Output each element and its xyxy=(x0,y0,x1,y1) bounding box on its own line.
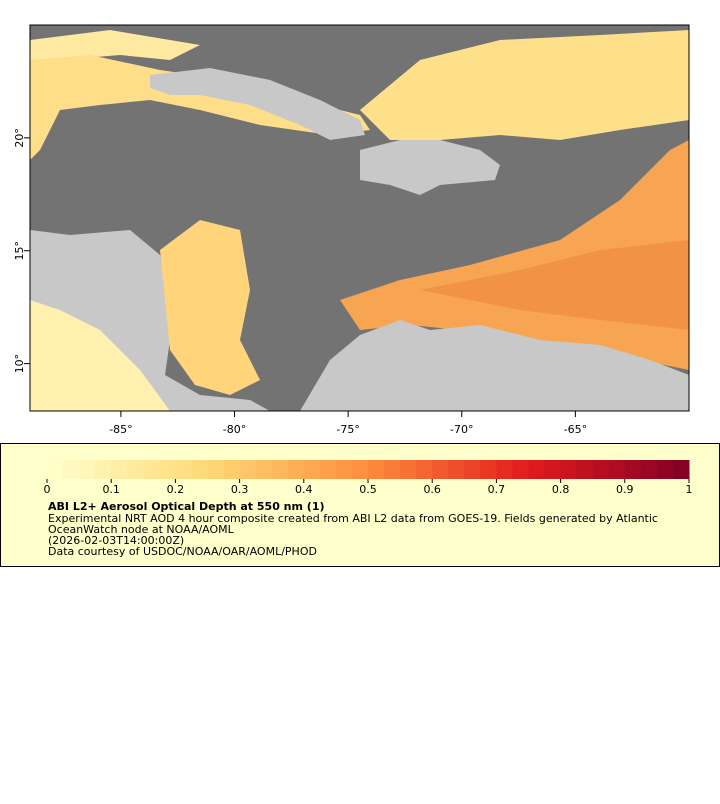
legend-line: (2026-02-03T14:00:00Z) xyxy=(48,534,184,547)
colorbar-step xyxy=(400,460,417,479)
colorbar-step xyxy=(63,460,80,479)
land xyxy=(360,140,500,195)
colorbar-step xyxy=(239,460,257,479)
colorbar-step xyxy=(47,460,64,479)
colorbar-step xyxy=(496,460,513,479)
y-tick-label: 20° xyxy=(13,128,26,148)
colorbar-step xyxy=(335,460,353,479)
axes: -85° -80° -75° -70° -65° 10° 15° 20° xyxy=(13,128,587,436)
colorbar-tick-label: 0.6 xyxy=(423,483,441,496)
colorbar-tick-label: 0.2 xyxy=(167,483,185,496)
x-tick-label: -75° xyxy=(336,423,359,436)
colorbar-tick-label: 0.3 xyxy=(231,483,249,496)
colorbar-step xyxy=(432,460,449,479)
x-tick-label: -80° xyxy=(223,423,246,436)
legend-line: Data courtesy of USDOC/NOAA/OAR/AOML/PHO… xyxy=(48,545,317,558)
colorbar-step xyxy=(448,460,465,479)
legend-title: ABI L2+ Aerosol Optical Depth at 550 nm … xyxy=(48,500,325,513)
colorbar-step xyxy=(608,460,626,479)
legend-line: OceanWatch node at NOAA/AOML xyxy=(48,523,235,536)
colorbar-step xyxy=(143,460,160,479)
colorbar-step xyxy=(464,460,481,479)
colorbar-step xyxy=(624,460,642,479)
colorbar-step xyxy=(592,460,610,479)
y-tick-label: 10° xyxy=(13,354,26,374)
aerosol-patch xyxy=(30,55,370,160)
colorbar-step xyxy=(672,460,690,479)
colorbar-step xyxy=(512,460,529,479)
colorbar-tick-label: 0.9 xyxy=(616,483,634,496)
colorbar-step xyxy=(255,460,273,479)
colorbar-step xyxy=(560,460,578,479)
map-frame xyxy=(29,24,690,412)
colorbar-step xyxy=(351,460,369,479)
colorbar-step xyxy=(223,460,241,479)
aerosol-patch xyxy=(30,30,200,70)
aerosol-patch xyxy=(30,300,170,411)
colorbar-step xyxy=(640,460,658,479)
colorbar-tick-label: 0.4 xyxy=(295,483,313,496)
map-area xyxy=(30,25,689,411)
colorbar-step xyxy=(576,460,594,479)
colorbar: 0 0.1 0.2 0.3 0.4 0.5 0.6 0.7 0.8 0.9 1 xyxy=(44,460,693,496)
colorbar-tick-label: 0.8 xyxy=(552,483,570,496)
colorbar-step xyxy=(303,460,321,479)
y-tick-label: 15° xyxy=(13,241,26,261)
x-tick-label: -70° xyxy=(450,423,473,436)
colorbar-step xyxy=(287,460,305,479)
colorbar-step xyxy=(175,460,192,479)
colorbar-step xyxy=(416,460,433,479)
colorbar-step xyxy=(480,460,497,479)
colorbar-tick-label: 0.7 xyxy=(488,483,506,496)
colorbar-step xyxy=(319,460,337,479)
colorbar-tick-label: 0.1 xyxy=(102,483,120,496)
land xyxy=(150,68,365,140)
aerosol-patch xyxy=(360,30,689,140)
colorbar-step xyxy=(111,460,128,479)
colorbar-step xyxy=(271,460,289,479)
colorbar-step xyxy=(544,460,562,479)
colorbar-tick-label: 0 xyxy=(44,483,51,496)
colorbar-step xyxy=(127,460,144,479)
x-tick-label: -65° xyxy=(564,423,587,436)
land xyxy=(300,320,689,411)
colorbar-step xyxy=(368,460,385,479)
colorbar-step xyxy=(159,460,176,479)
legend-line: Experimental NRT AOD 4 hour composite cr… xyxy=(48,512,658,525)
colorbar-step xyxy=(384,460,401,479)
x-tick-label: -85° xyxy=(109,423,132,436)
colorbar-step xyxy=(528,460,546,479)
aerosol-patch xyxy=(420,240,689,330)
colorbar-tick-label: 1 xyxy=(686,483,693,496)
colorbar-step xyxy=(79,460,96,479)
colorbar-step xyxy=(656,460,674,479)
colorbar-step xyxy=(191,460,208,479)
aerosol-patch xyxy=(160,220,260,395)
colorbar-step xyxy=(95,460,112,479)
colorbar-step xyxy=(207,460,225,479)
colorbar-tick-label: 0.5 xyxy=(359,483,377,496)
